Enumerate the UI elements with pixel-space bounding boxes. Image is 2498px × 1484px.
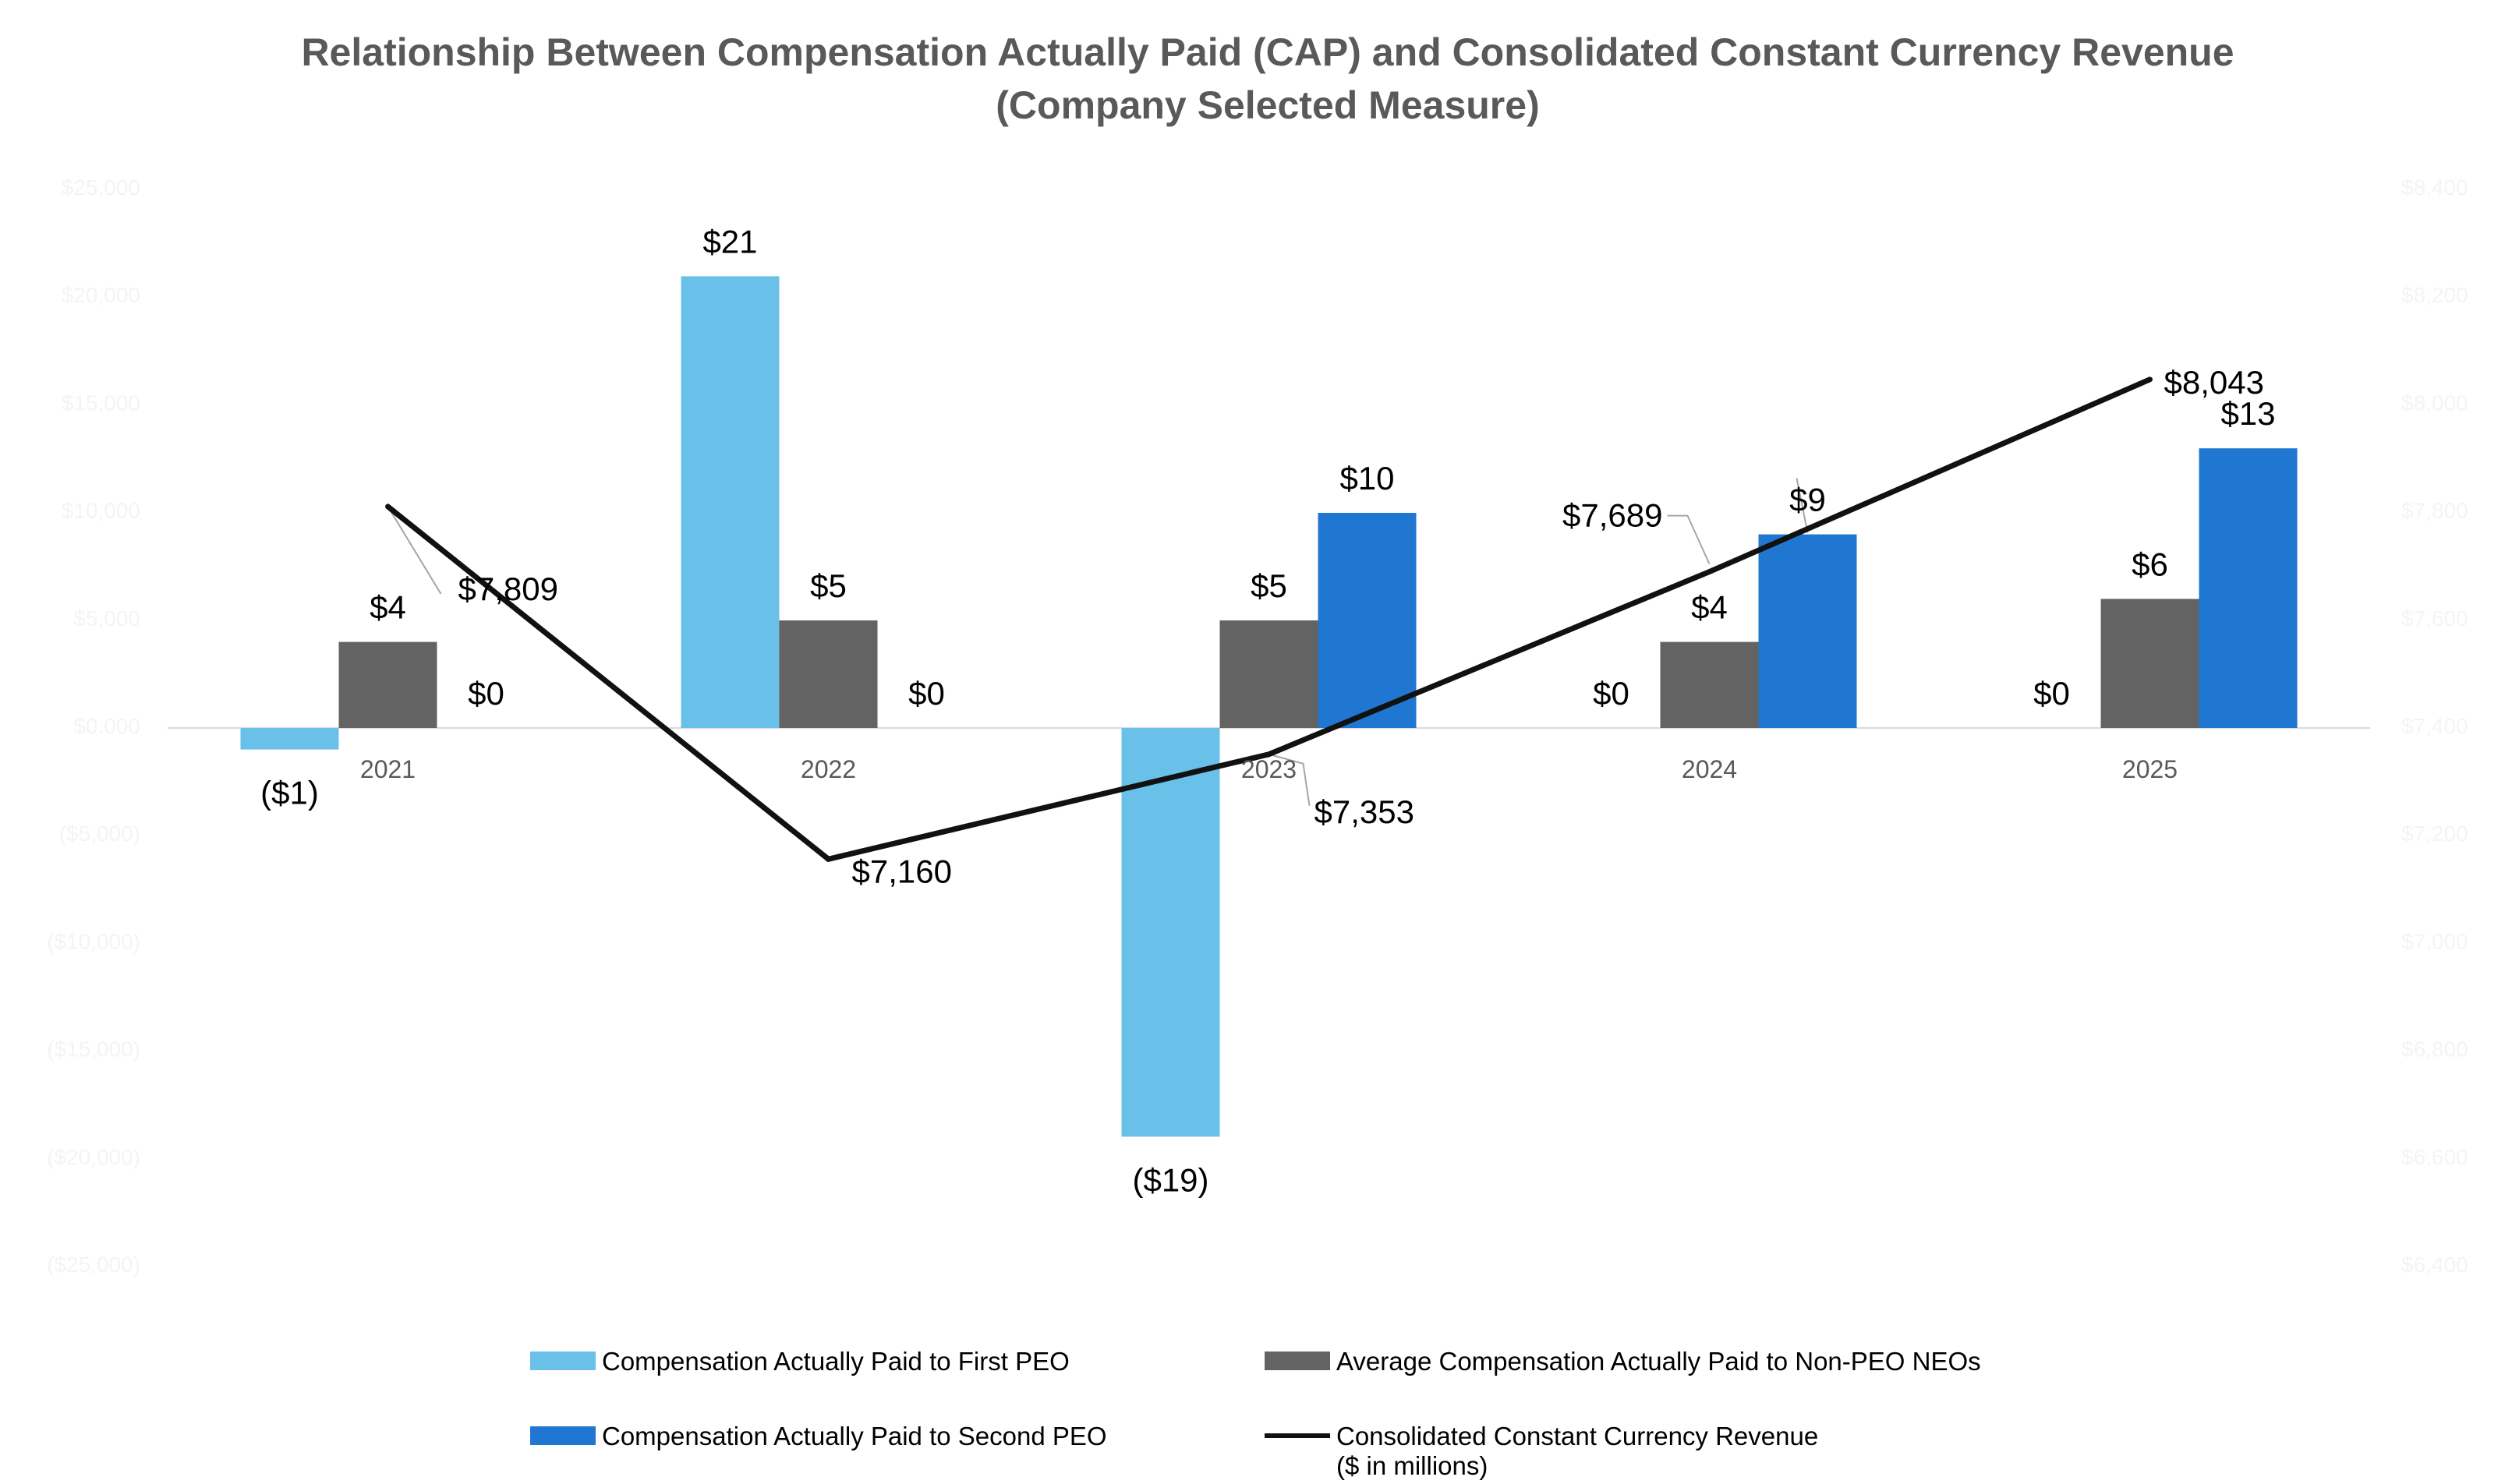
bar-data-label: $5 bbox=[810, 567, 847, 604]
legend-swatch bbox=[530, 1352, 596, 1370]
bar-data-label: $0 bbox=[908, 675, 945, 712]
revenue-leader-line bbox=[387, 506, 442, 595]
bar-data-label: $0 bbox=[2033, 675, 2070, 712]
bar-data-label: $5 bbox=[1251, 567, 1287, 604]
left-axis-tick-label: ($5,000) bbox=[59, 822, 140, 846]
legend-label: Average Compensation Actually Paid to No… bbox=[1336, 1347, 1981, 1376]
chart-subtitle: (Company Selected Measure) bbox=[996, 83, 1539, 127]
right-axis-tick-label: $7,600 bbox=[2401, 606, 2468, 631]
bars-layer bbox=[240, 276, 2298, 1137]
bar-s2-2025 bbox=[2199, 448, 2298, 728]
bar-s0-2021 bbox=[240, 728, 339, 750]
bar-data-label: $4 bbox=[370, 589, 406, 626]
bar-s1-2025 bbox=[2100, 599, 2199, 728]
right-axis-tick-label: $7,000 bbox=[2401, 929, 2468, 953]
revenue-data-label: $7,353 bbox=[1314, 793, 1414, 830]
revenue-data-label: $7,689 bbox=[1562, 497, 1662, 534]
revenue-data-label: $7,160 bbox=[852, 853, 952, 889]
revenue-point bbox=[2147, 376, 2153, 383]
right-axis-tick-label: $7,200 bbox=[2401, 822, 2468, 846]
right-axis-tick-label: $8,400 bbox=[2401, 175, 2468, 200]
right-axis-tick-label: $6,600 bbox=[2401, 1145, 2468, 1169]
bar-s0-2022 bbox=[681, 276, 780, 728]
right-axis-tick-label: $6,400 bbox=[2401, 1253, 2468, 1277]
bar-data-label: $21 bbox=[702, 223, 757, 260]
bar-leader-line bbox=[1796, 478, 1809, 533]
left-axis-tick-label: ($10,000) bbox=[47, 929, 140, 953]
left-axis-tick-label: $25,000 bbox=[62, 175, 140, 200]
left-axis-tick-label: $15,000 bbox=[62, 390, 140, 415]
data-labels: ($1) $21 ($19) $0 $0 $4 $5 $5 $4 $6 $0 $0 $10 $9 $13 $7… bbox=[260, 223, 2275, 1198]
revenue-point bbox=[385, 504, 391, 510]
revenue-point bbox=[826, 856, 831, 862]
revenue-point bbox=[1266, 751, 1272, 758]
revenue-data-label: $7,809 bbox=[458, 571, 558, 607]
legend-label-line2: ($ in millions) bbox=[1336, 1451, 1488, 1480]
bar-data-label: $9 bbox=[1789, 482, 1826, 518]
bar-s2-2024 bbox=[1758, 534, 1857, 728]
bar-s1-2022 bbox=[779, 620, 878, 728]
left-axis-tick-label: ($20,000) bbox=[47, 1145, 140, 1169]
bar-s1-2021 bbox=[338, 641, 437, 728]
bar-data-label: $13 bbox=[2220, 395, 2275, 432]
revenue-line bbox=[386, 376, 2151, 863]
right-axis-tick-label: $6,800 bbox=[2401, 1037, 2468, 1062]
legend: Compensation Actually Paid to First PEO A… bbox=[530, 1347, 1981, 1480]
right-axis-tick-label: $8,200 bbox=[2401, 283, 2468, 307]
left-axis-tick-label: ($15,000) bbox=[47, 1037, 140, 1062]
legend-swatch bbox=[1265, 1352, 1330, 1370]
bar-data-label: $6 bbox=[2132, 546, 2168, 582]
right-axis-tick-label: $7,800 bbox=[2401, 499, 2468, 523]
chart-title: Relationship Between Compensation Actual… bbox=[301, 30, 2234, 74]
revenue-point bbox=[1707, 569, 1712, 575]
bar-data-label: $4 bbox=[1691, 589, 1728, 626]
legend-swatch bbox=[530, 1426, 596, 1445]
leader-lines bbox=[387, 478, 1809, 806]
right-axis: $8,400 $8,200 $8,000 $7,800 $7,600 $7,400 $7,2… bbox=[2401, 175, 2468, 1277]
left-axis: $25,000 $20,000 $15,000 $10,000 $5,000 $0.000… bbox=[47, 175, 140, 1277]
bar-s2-2023 bbox=[1318, 513, 1417, 728]
right-axis-tick-label: $7,400 bbox=[2401, 714, 2468, 738]
x-tick-label: 2023 bbox=[1241, 755, 1297, 783]
x-tick-label: 2025 bbox=[2122, 755, 2178, 783]
legend-label: Consolidated Constant Currency Revenue bbox=[1336, 1422, 1818, 1450]
revenue-line-layer bbox=[385, 376, 2153, 863]
legend-label: Compensation Actually Paid to First PEO bbox=[602, 1347, 1070, 1376]
bar-data-label: $0 bbox=[468, 675, 504, 712]
bar-data-label: ($19) bbox=[1132, 1161, 1208, 1198]
bar-data-label: $0 bbox=[1593, 675, 1629, 712]
x-axis-ticks: 2021 2022 2023 2024 2025 bbox=[360, 755, 2178, 783]
revenue-leader-line bbox=[1667, 514, 1711, 564]
left-axis-tick-label: ($25,000) bbox=[47, 1253, 140, 1277]
revenue-leader-line bbox=[1268, 753, 1311, 806]
x-tick-label: 2022 bbox=[801, 755, 856, 783]
right-axis-tick-label: $8,000 bbox=[2401, 390, 2468, 415]
left-axis-tick-label: $20,000 bbox=[62, 283, 140, 307]
x-tick-label: 2021 bbox=[360, 755, 416, 783]
bar-data-label: ($1) bbox=[260, 775, 319, 811]
bar-s1-2023 bbox=[1219, 620, 1318, 728]
bar-s0-2023 bbox=[1121, 728, 1220, 1137]
left-axis-tick-label: $5,000 bbox=[73, 606, 140, 631]
bar-s1-2024 bbox=[1660, 641, 1759, 728]
x-tick-label: 2024 bbox=[1682, 755, 1737, 783]
left-axis-tick-label: $10,000 bbox=[62, 499, 140, 523]
legend-label: Compensation Actually Paid to Second PEO bbox=[602, 1422, 1107, 1450]
revenue-data-label: $8,043 bbox=[2164, 364, 2264, 401]
bar-data-label: $10 bbox=[1339, 460, 1394, 496]
left-axis-tick-label: $0.000 bbox=[73, 714, 140, 738]
